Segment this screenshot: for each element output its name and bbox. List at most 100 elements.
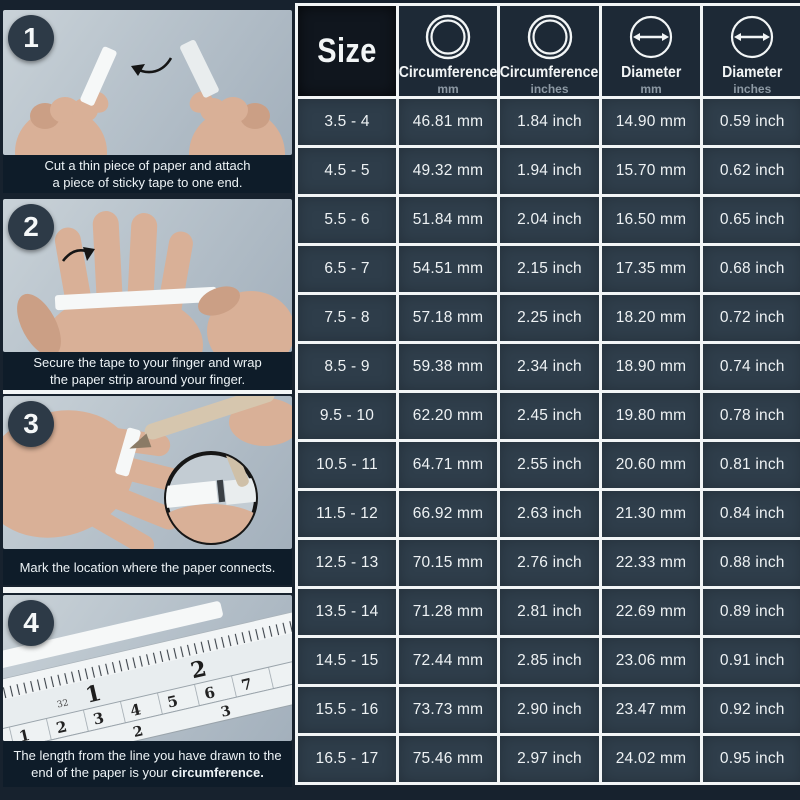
magnifier-inset bbox=[164, 451, 258, 545]
column-unit: inches bbox=[733, 82, 772, 96]
step-2-photo: 2 bbox=[3, 199, 292, 352]
table-header: Size Circumference mm bbox=[295, 3, 800, 99]
header-diameter-inches: Diameter inches bbox=[700, 3, 800, 99]
table-row: 9.5 - 10 62.20 mm 2.45 inch 19.80 mm 0.78 in… bbox=[295, 390, 800, 442]
diameter-inch-cell: 0.74 inch bbox=[700, 341, 800, 393]
caption-line: a piece of sticky tape to one end. bbox=[52, 175, 243, 190]
table-row: 13.5 - 14 71.28 mm 2.81 inch 22.69 mm 0.89 i… bbox=[295, 586, 800, 638]
ring-circumference-icon bbox=[524, 11, 576, 63]
table-row: 5.5 - 6 51.84 mm 2.04 inch 16.50 mm 0.65 inc… bbox=[295, 194, 800, 246]
circumference-inch-cell: 2.34 inch bbox=[497, 341, 602, 393]
step-1-photo: 1 bbox=[3, 10, 292, 155]
circumference-mm-cell: 64.71 mm bbox=[396, 439, 500, 491]
diameter-inch-cell: 0.78 inch bbox=[700, 390, 800, 442]
table-row: 11.5 - 12 66.92 mm 2.63 inch 21.30 mm 0.84 i… bbox=[295, 488, 800, 540]
circumference-mm-cell: 73.73 mm bbox=[396, 684, 500, 736]
paper-strip-right bbox=[180, 40, 219, 98]
size-cell: 4.5 - 5 bbox=[295, 145, 399, 197]
circumference-inch-cell: 2.97 inch bbox=[497, 733, 602, 785]
diameter-mm-cell: 21.30 mm bbox=[599, 488, 703, 540]
circumference-inch-cell: 2.90 inch bbox=[497, 684, 602, 736]
header-diameter-mm: Diameter mm bbox=[599, 3, 703, 99]
diameter-inch-cell: 0.95 inch bbox=[700, 733, 800, 785]
ruler-number: 2 bbox=[132, 723, 145, 741]
ruler: 1 2 3 32 1 2 3 4 5 6 7 1 2 bbox=[3, 601, 292, 741]
size-cell: 16.5 - 17 bbox=[295, 733, 399, 785]
diameter-arrow-icon bbox=[626, 11, 676, 63]
size-cell: 13.5 - 14 bbox=[295, 586, 399, 638]
step-2: 2 Secure the tape to your finger and wra… bbox=[3, 199, 292, 390]
circumference-mm-cell: 54.51 mm bbox=[396, 243, 500, 295]
column-title: Diameter bbox=[620, 64, 682, 81]
diameter-inch-cell: 0.89 inch bbox=[700, 586, 800, 638]
diameter-inch-cell: 0.68 inch bbox=[700, 243, 800, 295]
diameter-mm-cell: 22.69 mm bbox=[599, 586, 703, 638]
step-3-caption: Mark the location where the paper connec… bbox=[3, 549, 292, 585]
marker-pen bbox=[129, 396, 292, 449]
step-4: 1 2 3 32 1 2 3 4 5 6 7 1 2 bbox=[3, 595, 292, 787]
table-row: 6.5 - 7 54.51 mm 2.15 inch 17.35 mm 0.68 inc… bbox=[295, 243, 800, 295]
step-3-number-badge: 3 bbox=[8, 401, 54, 447]
diameter-mm-cell: 18.20 mm bbox=[599, 292, 703, 344]
ruler-number: 7 bbox=[240, 675, 254, 695]
table-row: 8.5 - 9 59.38 mm 2.34 inch 18.90 mm 0.74 inc… bbox=[295, 341, 800, 393]
circumference-mm-cell: 49.32 mm bbox=[396, 145, 500, 197]
circumference-inch-cell: 2.04 inch bbox=[497, 194, 602, 246]
step-number: 4 bbox=[23, 607, 39, 638]
column-unit: mm bbox=[437, 82, 459, 96]
diameter-inch-cell: 0.91 inch bbox=[700, 635, 800, 687]
circumference-mm-cell: 70.15 mm bbox=[396, 537, 500, 589]
step-1-number-badge: 1 bbox=[8, 15, 54, 61]
size-table-body: 3.5 - 4 46.81 mm 1.84 inch 14.90 mm 0.59 inc… bbox=[295, 96, 800, 785]
column-title: Diameter bbox=[722, 64, 783, 81]
ruler-number: 2 bbox=[54, 717, 68, 737]
size-table-panel: Size Circumference mm bbox=[295, 3, 800, 785]
diameter-mm-cell: 18.90 mm bbox=[599, 341, 703, 393]
table-row: 15.5 - 16 73.73 mm 2.90 inch 23.47 mm 0.92 i… bbox=[295, 684, 800, 736]
size-cell: 6.5 - 7 bbox=[295, 243, 399, 295]
step-4-photo: 1 2 3 32 1 2 3 4 5 6 7 1 2 bbox=[3, 595, 292, 741]
diameter-mm-cell: 17.35 mm bbox=[599, 243, 703, 295]
ruler-number: 5 bbox=[166, 692, 180, 712]
caption-line: Cut a thin piece of paper and attach bbox=[44, 158, 251, 173]
size-cell: 10.5 - 11 bbox=[295, 439, 399, 491]
section-divider bbox=[3, 587, 292, 593]
size-cell: 15.5 - 16 bbox=[295, 684, 399, 736]
caption-line: end of the paper is your circumference. bbox=[31, 765, 264, 780]
table-row: 3.5 - 4 46.81 mm 1.84 inch 14.90 mm 0.59 inc… bbox=[295, 96, 800, 148]
diameter-mm-cell: 23.47 mm bbox=[599, 684, 703, 736]
diameter-inch-cell: 0.84 inch bbox=[700, 488, 800, 540]
circumference-inch-cell: 1.84 inch bbox=[497, 96, 602, 148]
circumference-inch-cell: 2.55 inch bbox=[497, 439, 602, 491]
step-4-illustration: 1 2 3 32 1 2 3 4 5 6 7 1 2 bbox=[3, 601, 292, 741]
diameter-mm-cell: 14.90 mm bbox=[599, 96, 703, 148]
size-cell: 5.5 - 6 bbox=[295, 194, 399, 246]
circumference-mm-cell: 57.18 mm bbox=[396, 292, 500, 344]
size-cell: 14.5 - 15 bbox=[295, 635, 399, 687]
diameter-mm-cell: 23.06 mm bbox=[599, 635, 703, 687]
step-2-illustration bbox=[17, 211, 292, 352]
diameter-mm-cell: 19.80 mm bbox=[599, 390, 703, 442]
step-number: 3 bbox=[23, 408, 39, 439]
size-cell: 3.5 - 4 bbox=[295, 96, 399, 148]
table-row: 10.5 - 11 64.71 mm 2.55 inch 20.60 mm 0.81 i… bbox=[295, 439, 800, 491]
ruler-number: 3 bbox=[219, 703, 232, 721]
circumference-mm-cell: 59.38 mm bbox=[396, 341, 500, 393]
caption-line: Mark the location where the paper connec… bbox=[19, 559, 276, 575]
left-hand bbox=[15, 91, 109, 155]
header-circumference-inches: Circumference inches bbox=[497, 3, 602, 99]
ring-circumference-icon bbox=[422, 11, 474, 63]
ruler-small-label: 32 bbox=[56, 698, 69, 710]
circumference-mm-cell: 71.28 mm bbox=[396, 586, 500, 638]
curved-arrow-icon bbox=[131, 57, 173, 76]
section-divider bbox=[3, 390, 292, 394]
circumference-inch-cell: 2.15 inch bbox=[497, 243, 602, 295]
circumference-inch-cell: 2.45 inch bbox=[497, 390, 602, 442]
diameter-inch-cell: 0.72 inch bbox=[700, 292, 800, 344]
diameter-inch-cell: 0.92 inch bbox=[700, 684, 800, 736]
step-number: 2 bbox=[23, 211, 39, 242]
header-size: Size bbox=[295, 3, 399, 99]
circumference-inch-cell: 2.63 inch bbox=[497, 488, 602, 540]
diameter-inch-cell: 0.88 inch bbox=[700, 537, 800, 589]
diameter-inch-cell: 0.65 inch bbox=[700, 194, 800, 246]
